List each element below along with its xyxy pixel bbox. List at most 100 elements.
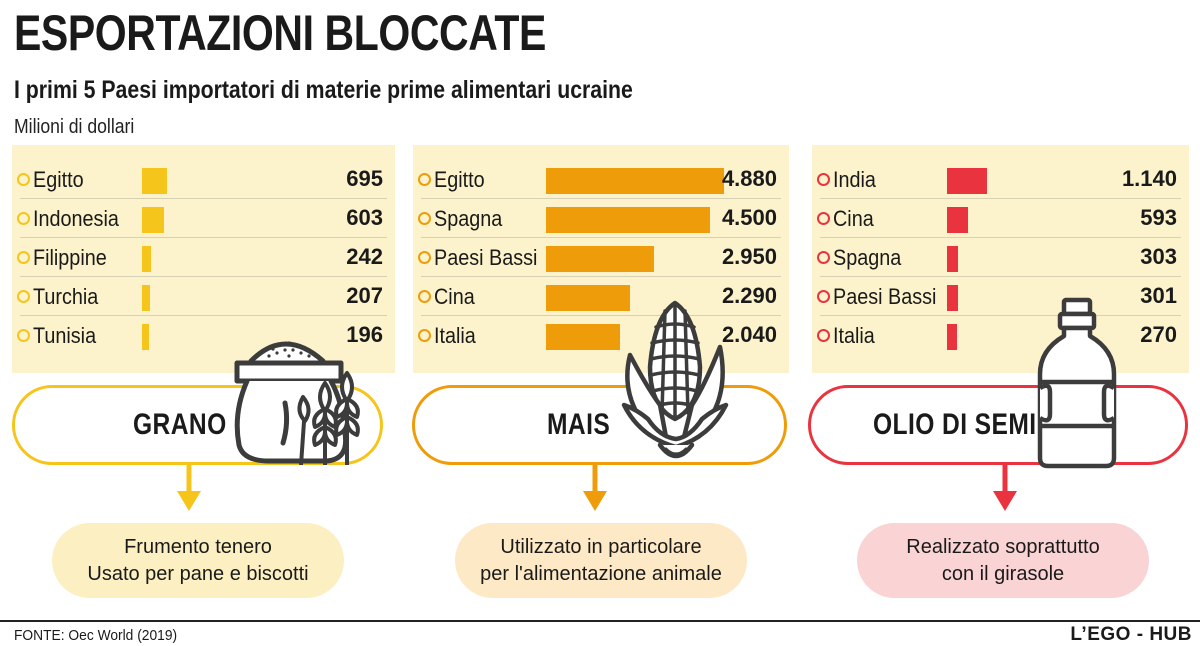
unit-label: Milioni di dollari <box>14 116 135 138</box>
grano-country-label: Indonesia <box>33 206 119 231</box>
grano-arrow-icon <box>177 465 201 511</box>
bullet-dot-icon <box>817 290 830 303</box>
row-divider <box>20 198 387 199</box>
mais-row: Cina 2.290 <box>413 277 789 316</box>
mais-label: MAIS <box>547 408 611 441</box>
bullet-dot-icon <box>17 173 30 186</box>
row-divider <box>20 315 387 316</box>
page-subtitle: I primi 5 Paesi importatori di materie p… <box>14 76 633 104</box>
bullet-dot-icon <box>418 290 431 303</box>
mais-value-label: 2.290 <box>721 283 777 308</box>
footer-divider <box>0 620 1200 622</box>
bullet-dot-icon <box>817 251 830 264</box>
mais-note-line-2: per l'alimentazione animale <box>480 563 722 585</box>
row-divider <box>421 237 781 238</box>
grano-bar <box>142 324 150 350</box>
oil-bottle-icon <box>1037 297 1117 469</box>
mais-bar <box>546 324 621 350</box>
olio-value-label: 301 <box>1140 283 1177 308</box>
grano-value-label: 207 <box>346 283 383 308</box>
olio-note-line-1: Realizzato soprattutto <box>906 536 1100 558</box>
mais-value-label: 2.950 <box>721 244 777 269</box>
corn-cob-icon <box>621 300 729 459</box>
grano-bar <box>142 207 164 233</box>
olio-label: OLIO DI SEMI <box>873 408 1037 441</box>
grano-bar <box>142 246 151 272</box>
bullet-dot-icon <box>17 212 30 225</box>
mais-value-label: 4.500 <box>721 205 777 230</box>
olio-value-label: 303 <box>1140 244 1177 269</box>
mais-row: Paesi Bassi 2.950 <box>413 238 789 277</box>
grano-country-label: Turchia <box>33 284 99 309</box>
source-note: FONTE: Oec World (2019) <box>14 627 178 644</box>
olio-country-label: Cina <box>833 206 874 231</box>
olio-country-label: Spagna <box>833 245 902 270</box>
row-divider <box>421 198 781 199</box>
olio-value-label: 270 <box>1140 322 1177 347</box>
olio-bar <box>947 246 958 272</box>
grano-country-label: Tunisia <box>33 323 97 348</box>
row-divider <box>20 237 387 238</box>
sack-of-flour-and-wheat-icon <box>234 341 360 466</box>
mais-bar <box>546 246 654 272</box>
mais-pill: MAIS <box>412 385 787 465</box>
olio-value-label: 593 <box>1140 205 1177 230</box>
grano-note-line-2: Usato per pane e biscotti <box>87 563 309 585</box>
mais-row: Egitto 4.880 <box>413 160 789 199</box>
mais-arrow-icon <box>583 465 607 511</box>
row-divider <box>20 276 387 277</box>
olio-country-label: India <box>833 167 876 192</box>
olio-chart-panel: India 1.140 Cina 593 Spagna 303 Paesi Bassi 301… <box>812 145 1189 373</box>
row-divider <box>421 315 781 316</box>
mais-country-label: Cina <box>434 284 475 309</box>
olio-row: Cina 593 <box>812 199 1189 238</box>
olio-bar <box>947 285 958 311</box>
mais-value-label: 2.040 <box>721 322 777 347</box>
olio-country-label: Italia <box>833 323 875 348</box>
grano-note-line-1: Frumento tenero <box>124 536 272 558</box>
grano-row: Indonesia 603 <box>12 199 395 238</box>
olio-pill: OLIO DI SEMI <box>808 385 1188 465</box>
mais-value-label: 4.880 <box>721 166 777 191</box>
olio-value-label: 1.140 <box>1121 166 1177 191</box>
mais-country-label: Egitto <box>434 167 485 192</box>
grano-row: Filippine 242 <box>12 238 395 277</box>
mais-bar <box>546 168 724 194</box>
olio-arrow-icon <box>993 465 1017 511</box>
bullet-dot-icon <box>17 290 30 303</box>
mais-country-label: Paesi Bassi <box>434 245 538 270</box>
grano-row: Turchia 207 <box>12 277 395 316</box>
bullet-dot-icon <box>418 251 431 264</box>
mais-country-label: Spagna <box>434 206 503 231</box>
brand-logo: L’EGO - HUB <box>1070 624 1192 645</box>
row-divider <box>421 276 781 277</box>
grano-bar <box>142 285 150 311</box>
mais-row: Italia 2.040 <box>413 316 789 355</box>
mais-note-line-1: Utilizzato in particolare <box>500 536 702 558</box>
grano-value-label: 242 <box>346 244 383 269</box>
olio-bar <box>947 207 968 233</box>
row-divider <box>820 276 1181 277</box>
olio-row: Italia 270 <box>812 316 1189 355</box>
mais-chart-panel: Egitto 4.880 Spagna 4.500 Paesi Bassi 2.950 Ci… <box>413 145 789 373</box>
grano-value-label: 695 <box>346 166 383 191</box>
grano-value-label: 196 <box>346 322 383 347</box>
olio-row: India 1.140 <box>812 160 1189 199</box>
bullet-dot-icon <box>418 173 431 186</box>
bullet-dot-icon <box>418 212 431 225</box>
row-divider <box>820 237 1181 238</box>
grano-country-label: Egitto <box>33 167 84 192</box>
bullet-dot-icon <box>17 251 30 264</box>
grano-row: Egitto 695 <box>12 160 395 199</box>
row-divider <box>820 315 1181 316</box>
grano-note: Frumento tenero Usato per pane e biscott… <box>52 523 344 598</box>
olio-note-line-2: con il girasole <box>941 563 1065 585</box>
grano-value-label: 603 <box>346 205 383 230</box>
row-divider <box>820 198 1181 199</box>
bullet-dot-icon <box>17 329 30 342</box>
olio-country-label: Paesi Bassi <box>833 284 937 309</box>
olio-bar <box>947 168 988 194</box>
bullet-dot-icon <box>817 329 830 342</box>
page-title: ESPORTAZIONI BLOCCATE <box>14 5 546 61</box>
bullet-dot-icon <box>418 329 431 342</box>
